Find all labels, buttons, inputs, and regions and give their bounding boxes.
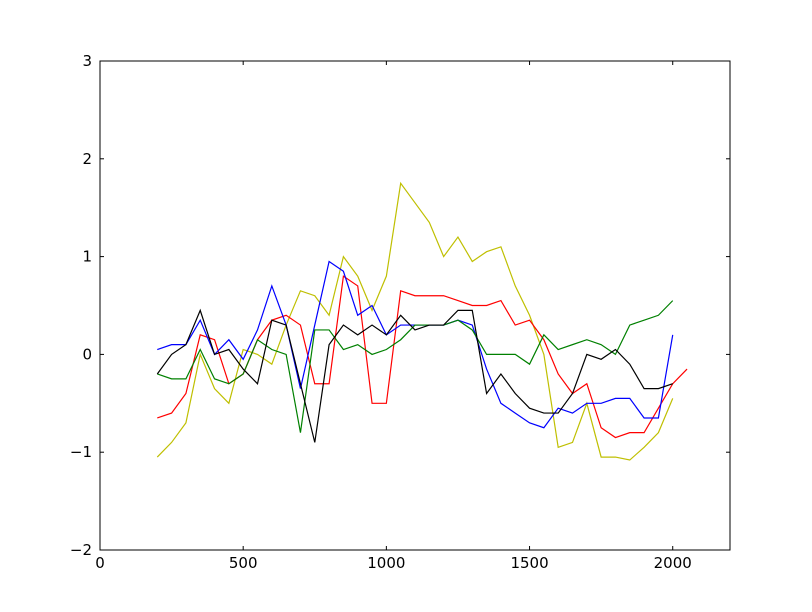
y-tick-label: 2: [82, 150, 92, 168]
y-tick-label: −2: [70, 541, 92, 559]
x-tick-label: 0: [95, 554, 105, 572]
x-tick-label: 1500: [510, 554, 548, 572]
plot-frame: [99, 60, 731, 551]
y-tick-label: 1: [82, 248, 92, 266]
x-tick-label: 2000: [654, 554, 692, 572]
x-tick-label: 500: [229, 554, 258, 572]
series-line: [157, 300, 674, 433]
y-tick-label: −1: [70, 443, 92, 461]
x-tick-label: 1000: [367, 554, 405, 572]
y-tick-label: 3: [82, 52, 92, 70]
series-line: [156, 308, 673, 443]
y-tick-label: 0: [82, 345, 92, 363]
